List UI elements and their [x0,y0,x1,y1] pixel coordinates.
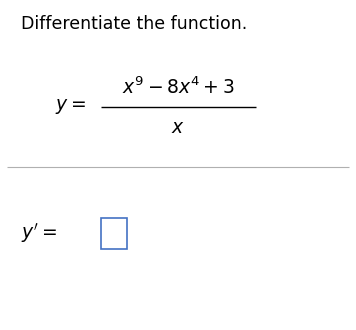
Text: Differentiate the function.: Differentiate the function. [21,15,248,33]
Text: $y' =$: $y' =$ [21,221,57,245]
Text: $y =$: $y =$ [55,97,86,116]
FancyBboxPatch shape [101,218,127,249]
Text: $x^9 - 8x^4 + 3$: $x^9 - 8x^4 + 3$ [122,77,234,98]
Text: $x$: $x$ [171,117,185,137]
